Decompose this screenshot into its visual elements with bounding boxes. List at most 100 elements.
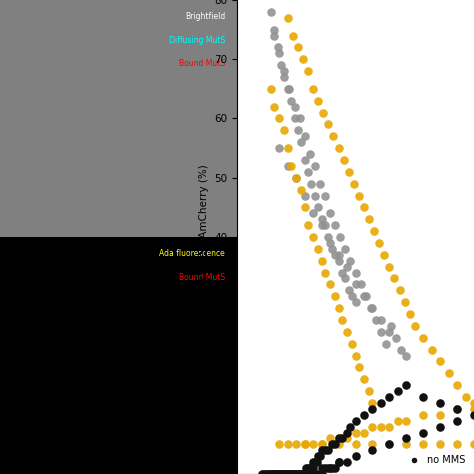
Point (355, 191, 363, 199)
Point (294, 470, 302, 474)
Point (310, 233, 317, 241)
Point (360, 375, 368, 383)
Point (346, 423, 354, 430)
Point (325, 447, 332, 454)
Point (316, 180, 324, 187)
Point (304, 168, 312, 176)
Point (326, 239, 334, 246)
Point (369, 441, 376, 448)
Point (360, 411, 368, 419)
Point (292, 174, 300, 182)
Point (325, 465, 332, 472)
Point (381, 251, 388, 259)
Point (321, 191, 329, 199)
Point (342, 245, 349, 253)
Point (277, 61, 285, 69)
Point (369, 399, 376, 407)
Point (286, 85, 293, 93)
Point (369, 405, 376, 412)
Point (392, 334, 400, 341)
Point (397, 346, 405, 354)
Point (301, 441, 309, 448)
Point (377, 316, 385, 324)
Point (271, 470, 278, 474)
Point (271, 32, 278, 39)
Point (343, 435, 351, 442)
Point (470, 411, 474, 419)
Point (328, 245, 336, 253)
Point (314, 203, 322, 211)
Point (338, 435, 346, 442)
Point (385, 441, 393, 448)
Point (304, 67, 312, 75)
Point (470, 399, 474, 407)
Point (294, 127, 302, 134)
Point (411, 322, 419, 330)
Point (394, 417, 401, 425)
Point (377, 399, 385, 407)
Point (262, 470, 270, 474)
Legend: no MMS: no MMS (401, 451, 469, 469)
Point (287, 97, 295, 105)
Point (304, 465, 312, 472)
Point (402, 435, 410, 442)
Point (296, 470, 303, 474)
Point (343, 458, 351, 466)
Point (308, 465, 315, 472)
Point (437, 441, 444, 448)
Point (437, 423, 444, 430)
Point (470, 441, 474, 448)
Point (340, 156, 347, 164)
Point (289, 32, 297, 39)
Point (277, 470, 285, 474)
Point (343, 263, 351, 270)
Point (369, 423, 376, 430)
Point (298, 186, 305, 193)
Point (275, 115, 283, 122)
Point (396, 286, 403, 294)
Point (346, 257, 354, 264)
Point (335, 435, 342, 442)
Point (267, 470, 274, 474)
Point (281, 67, 288, 75)
Point (352, 428, 359, 436)
Point (335, 257, 342, 264)
Point (402, 352, 410, 359)
Point (292, 174, 300, 182)
Point (352, 352, 359, 359)
Point (321, 221, 329, 229)
Point (385, 423, 393, 430)
Point (352, 452, 359, 460)
Point (321, 465, 329, 472)
Point (377, 423, 385, 430)
Text: Ada fluorescence: Ada fluorescence (159, 249, 225, 258)
Point (318, 447, 326, 454)
Point (284, 162, 292, 170)
Point (284, 470, 292, 474)
Point (360, 203, 368, 211)
Point (345, 286, 353, 294)
Point (311, 470, 319, 474)
Point (301, 470, 309, 474)
Point (328, 465, 336, 472)
Point (462, 393, 469, 401)
Point (310, 458, 317, 466)
Point (275, 470, 283, 474)
Text: Diffusing MutS: Diffusing MutS (169, 36, 225, 45)
Point (372, 316, 380, 324)
Point (279, 470, 286, 474)
Point (335, 458, 342, 466)
Point (308, 180, 315, 187)
Point (331, 441, 339, 448)
Point (348, 292, 356, 300)
Point (287, 162, 295, 170)
Point (281, 470, 288, 474)
Point (428, 346, 436, 354)
Point (352, 441, 359, 448)
Point (370, 227, 378, 235)
Point (319, 109, 327, 116)
Point (394, 387, 401, 395)
Point (298, 470, 305, 474)
Point (284, 85, 292, 93)
Point (304, 221, 312, 229)
